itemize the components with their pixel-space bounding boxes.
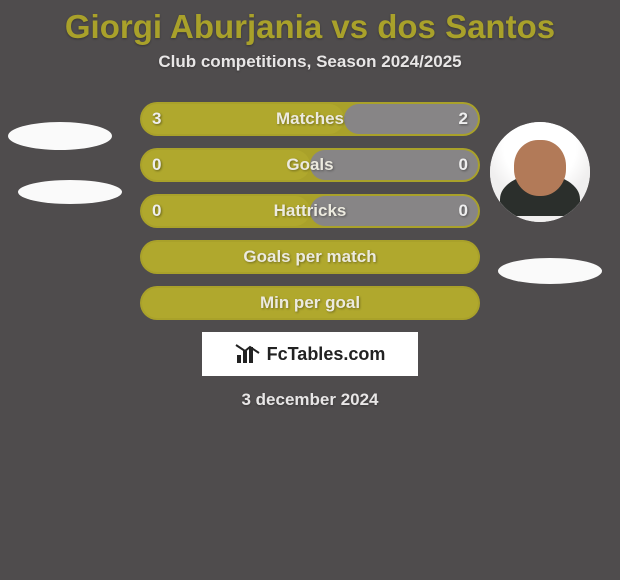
infographic-date: 3 december 2024 — [0, 390, 620, 410]
stat-label: Hattricks — [274, 201, 347, 221]
stat-label: Matches — [276, 109, 344, 129]
stat-label: Goals — [286, 155, 333, 175]
logo-text: FcTables.com — [267, 344, 386, 365]
stat-label: Min per goal — [260, 293, 360, 313]
stat-value-left: 3 — [152, 109, 161, 129]
stat-label: Goals per match — [243, 247, 376, 267]
stat-row: Goals 0 0 — [140, 148, 480, 182]
stat-value-left: 0 — [152, 155, 161, 175]
stat-row: Hattricks 0 0 — [140, 194, 480, 228]
player-left-shadow — [18, 180, 122, 204]
bar-chart-icon — [235, 343, 261, 365]
page-title: Giorgi Aburjania vs dos Santos — [0, 0, 620, 46]
stat-row: Goals per match — [140, 240, 480, 274]
fctables-logo: FcTables.com — [202, 332, 418, 376]
stat-value-right: 0 — [459, 201, 468, 221]
stat-bars: Matches 3 2 Goals 0 0 Hattricks 0 0 Goals per mat… — [140, 102, 480, 320]
stat-row: Min per goal — [140, 286, 480, 320]
comparison-stage: Matches 3 2 Goals 0 0 Hattricks 0 0 Goals per mat… — [0, 102, 620, 410]
stat-row: Matches 3 2 — [140, 102, 480, 136]
stat-value-left: 0 — [152, 201, 161, 221]
page-subtitle: Club competitions, Season 2024/2025 — [0, 52, 620, 72]
player-right-avatar — [490, 122, 590, 222]
stat-value-right: 0 — [459, 155, 468, 175]
player-right-shadow — [498, 258, 602, 284]
player-left-avatar — [8, 122, 112, 150]
face-icon — [490, 122, 590, 222]
stat-value-right: 2 — [459, 109, 468, 129]
